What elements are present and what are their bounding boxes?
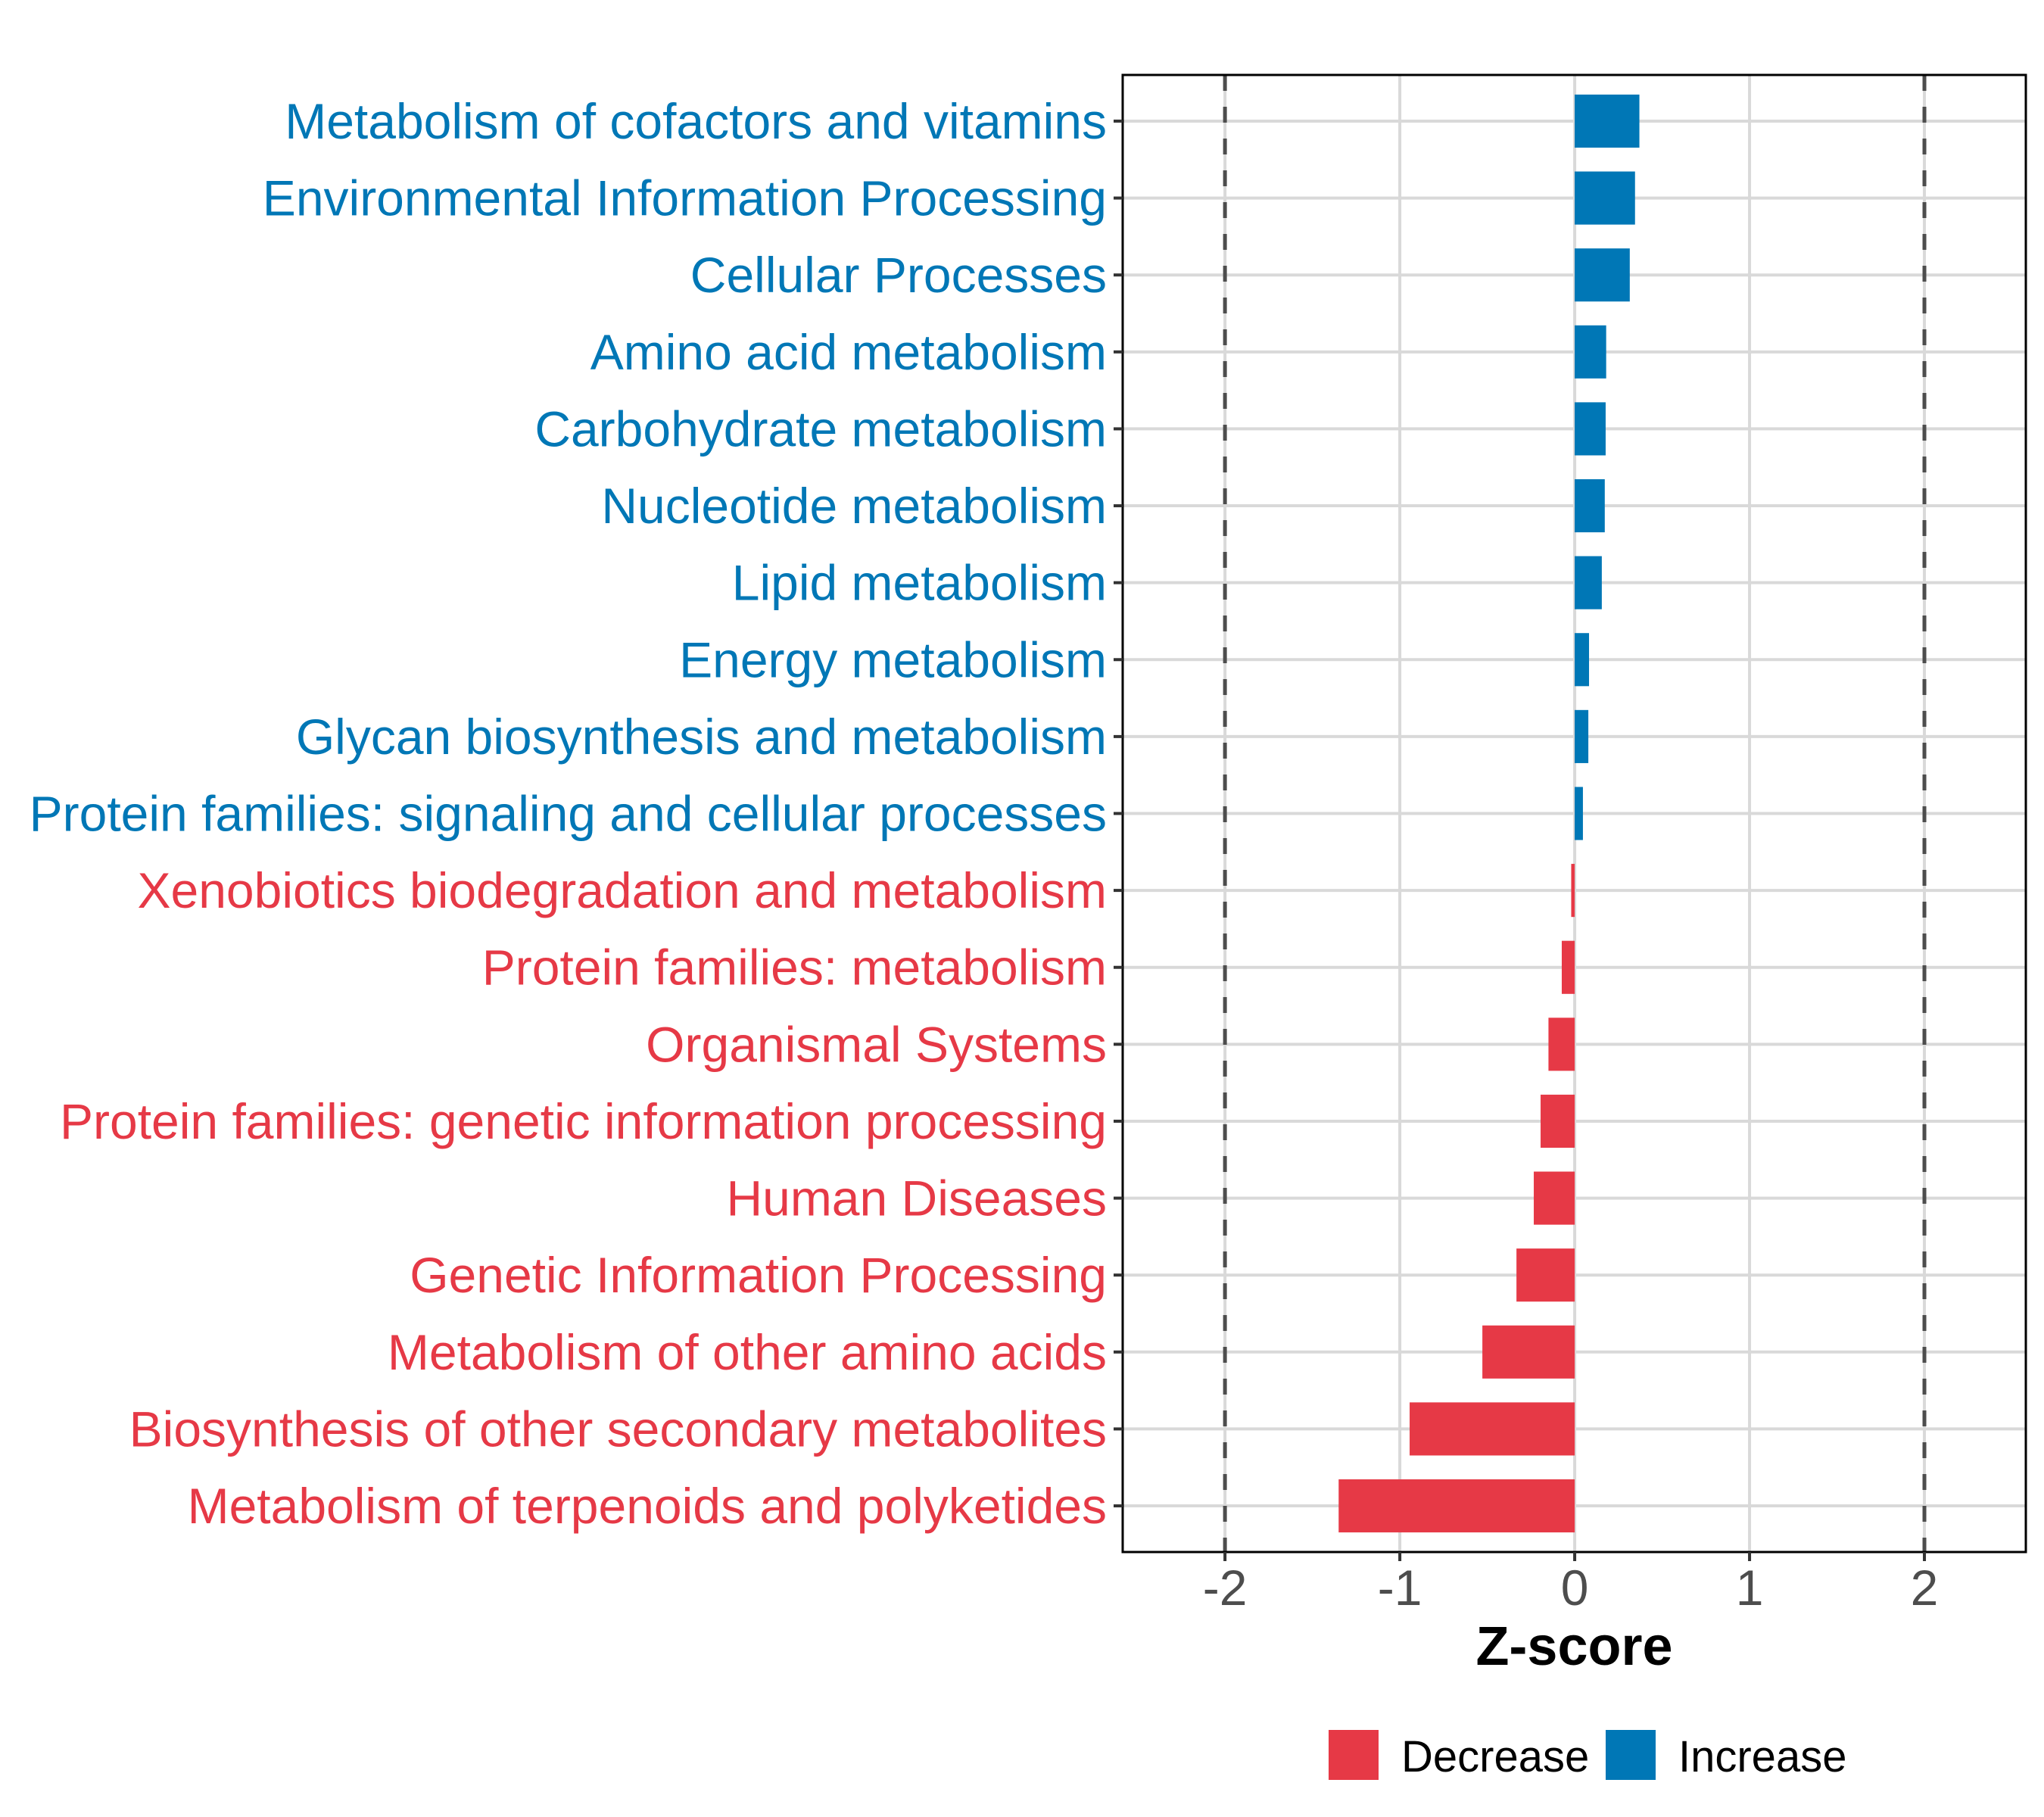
legend-item-decrease: Decrease <box>1329 1730 1589 1781</box>
category-label: Carbohydrate metabolism <box>534 400 1107 457</box>
bar <box>1575 709 1589 763</box>
category-label: Lipid metabolism <box>732 555 1107 611</box>
bar <box>1575 248 1630 302</box>
bar <box>1575 325 1606 379</box>
x-tick-label: -1 <box>1378 1560 1422 1616</box>
legend-key <box>1329 1730 1379 1780</box>
legend: Decrease Increase <box>1329 1730 1846 1781</box>
bar <box>1338 1479 1575 1533</box>
category-label: Protein families: metabolism <box>482 940 1107 996</box>
category-label: Energy metabolism <box>679 631 1107 687</box>
legend-key <box>1606 1730 1656 1780</box>
bar <box>1575 787 1583 840</box>
y-axis-labels: Metabolism of cofactors and vitamins Envi… <box>30 93 1107 1534</box>
category-label: Organismal Systems <box>646 1016 1107 1072</box>
category-label: Nucleotide metabolism <box>601 478 1107 534</box>
bar <box>1534 1171 1575 1225</box>
bar <box>1575 94 1640 148</box>
x-tick-label: -2 <box>1203 1560 1248 1616</box>
category-label: Xenobiotics biodegradation and metabolis… <box>138 862 1108 918</box>
bar <box>1575 478 1605 533</box>
category-label: Environmental Information Processing <box>263 170 1107 226</box>
category-label: Metabolism of cofactors and vitamins <box>285 93 1107 149</box>
category-label: Metabolism of other amino acids <box>388 1324 1107 1380</box>
bar <box>1561 940 1575 994</box>
bar <box>1575 633 1590 687</box>
legend-label: Decrease <box>1401 1732 1589 1781</box>
x-tick-label: 0 <box>1561 1560 1589 1616</box>
category-label: Protein families: genetic information pr… <box>60 1093 1107 1149</box>
bar <box>1575 556 1602 609</box>
bar <box>1571 864 1575 918</box>
bar <box>1548 1018 1575 1071</box>
bar <box>1482 1325 1575 1379</box>
legend-item-increase: Increase <box>1606 1730 1846 1781</box>
bar <box>1575 171 1635 225</box>
category-label: Cellular Processes <box>690 247 1107 303</box>
category-label: Genetic Information Processing <box>410 1247 1107 1303</box>
reference-lines <box>1223 75 1927 1552</box>
x-tick-label: 2 <box>1911 1560 1939 1616</box>
x-tick-label: 1 <box>1736 1560 1764 1616</box>
x-axis-ticks <box>1223 1552 1927 1561</box>
bars <box>1338 94 1640 1533</box>
bar <box>1575 402 1606 456</box>
category-label: Glycan biosynthesis and metabolism <box>296 709 1107 765</box>
category-label: Biosynthesis of other secondary metaboli… <box>129 1401 1107 1457</box>
category-label: Protein families: signaling and cellular… <box>30 786 1107 842</box>
x-axis-title: Z-score <box>1475 1616 1672 1677</box>
y-axis-ticks <box>1114 119 1123 1508</box>
category-label: Amino acid metabolism <box>590 324 1107 380</box>
bar <box>1410 1402 1575 1456</box>
x-axis-labels: -2 -1 0 1 2 <box>1203 1560 1939 1616</box>
category-label: Metabolism of terpenoids and polyketides <box>188 1478 1107 1534</box>
category-label: Human Diseases <box>726 1170 1107 1226</box>
bar <box>1541 1094 1575 1148</box>
bar <box>1516 1248 1575 1302</box>
legend-label: Increase <box>1678 1732 1846 1781</box>
